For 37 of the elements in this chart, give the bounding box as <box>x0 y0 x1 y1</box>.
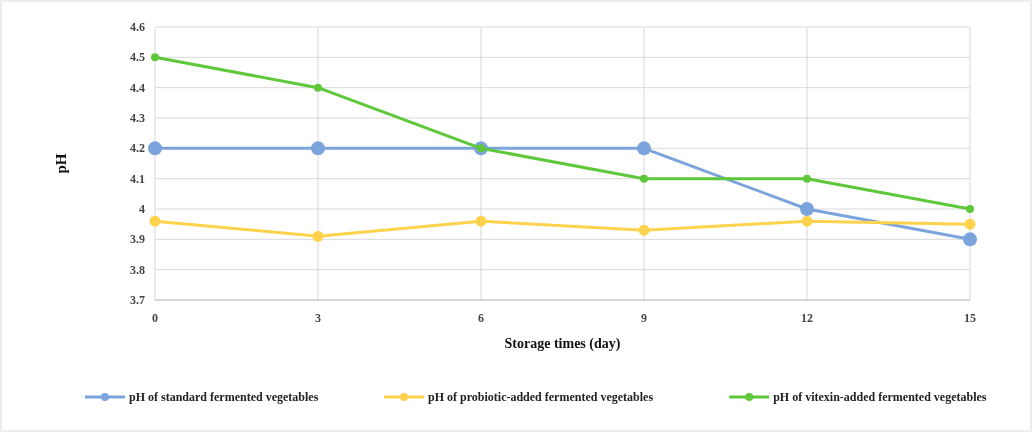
point <box>640 174 648 183</box>
point <box>475 215 487 227</box>
point <box>314 83 322 92</box>
point <box>151 53 159 62</box>
y-tick-label: 3.7 <box>130 293 145 307</box>
point <box>637 141 651 156</box>
y-tick-label: 4.1 <box>130 171 145 186</box>
point <box>148 141 162 156</box>
x-axis-title: Storage times (day) <box>504 336 621 352</box>
point <box>963 232 977 247</box>
legend-label: pH of probiotic-added fermented vegetables <box>428 390 654 404</box>
y-tick-label: 4.2 <box>130 141 145 156</box>
y-tick-label: 3.9 <box>130 232 145 247</box>
point <box>638 224 650 236</box>
y-tick-label: 4.5 <box>130 50 145 65</box>
legend-label: pH of standard fermented vegetables <box>129 390 319 404</box>
point <box>312 230 324 242</box>
x-tick-label: 0 <box>152 311 158 325</box>
x-tick-label: 9 <box>641 311 647 325</box>
point <box>311 141 325 156</box>
x-tick-label: 6 <box>478 311 484 325</box>
y-tick-label: 4.4 <box>130 80 145 95</box>
y-tick-label: 4.3 <box>130 111 145 125</box>
y-tick-label: 4 <box>139 202 145 216</box>
y-axis-title: pH <box>53 153 69 174</box>
y-tick-label: 4.6 <box>130 20 145 34</box>
x-tick-label: 3 <box>315 311 321 325</box>
point <box>149 215 161 227</box>
point <box>800 202 814 216</box>
y-tick-label: 3.8 <box>130 262 145 277</box>
legend-label: pH of vitexin-added fermented vegetables <box>773 390 987 404</box>
point <box>964 218 976 230</box>
point <box>803 174 811 183</box>
x-tick-label: 15 <box>964 311 976 325</box>
x-tick-label: 12 <box>801 311 813 325</box>
point <box>966 205 974 213</box>
point <box>801 215 813 227</box>
